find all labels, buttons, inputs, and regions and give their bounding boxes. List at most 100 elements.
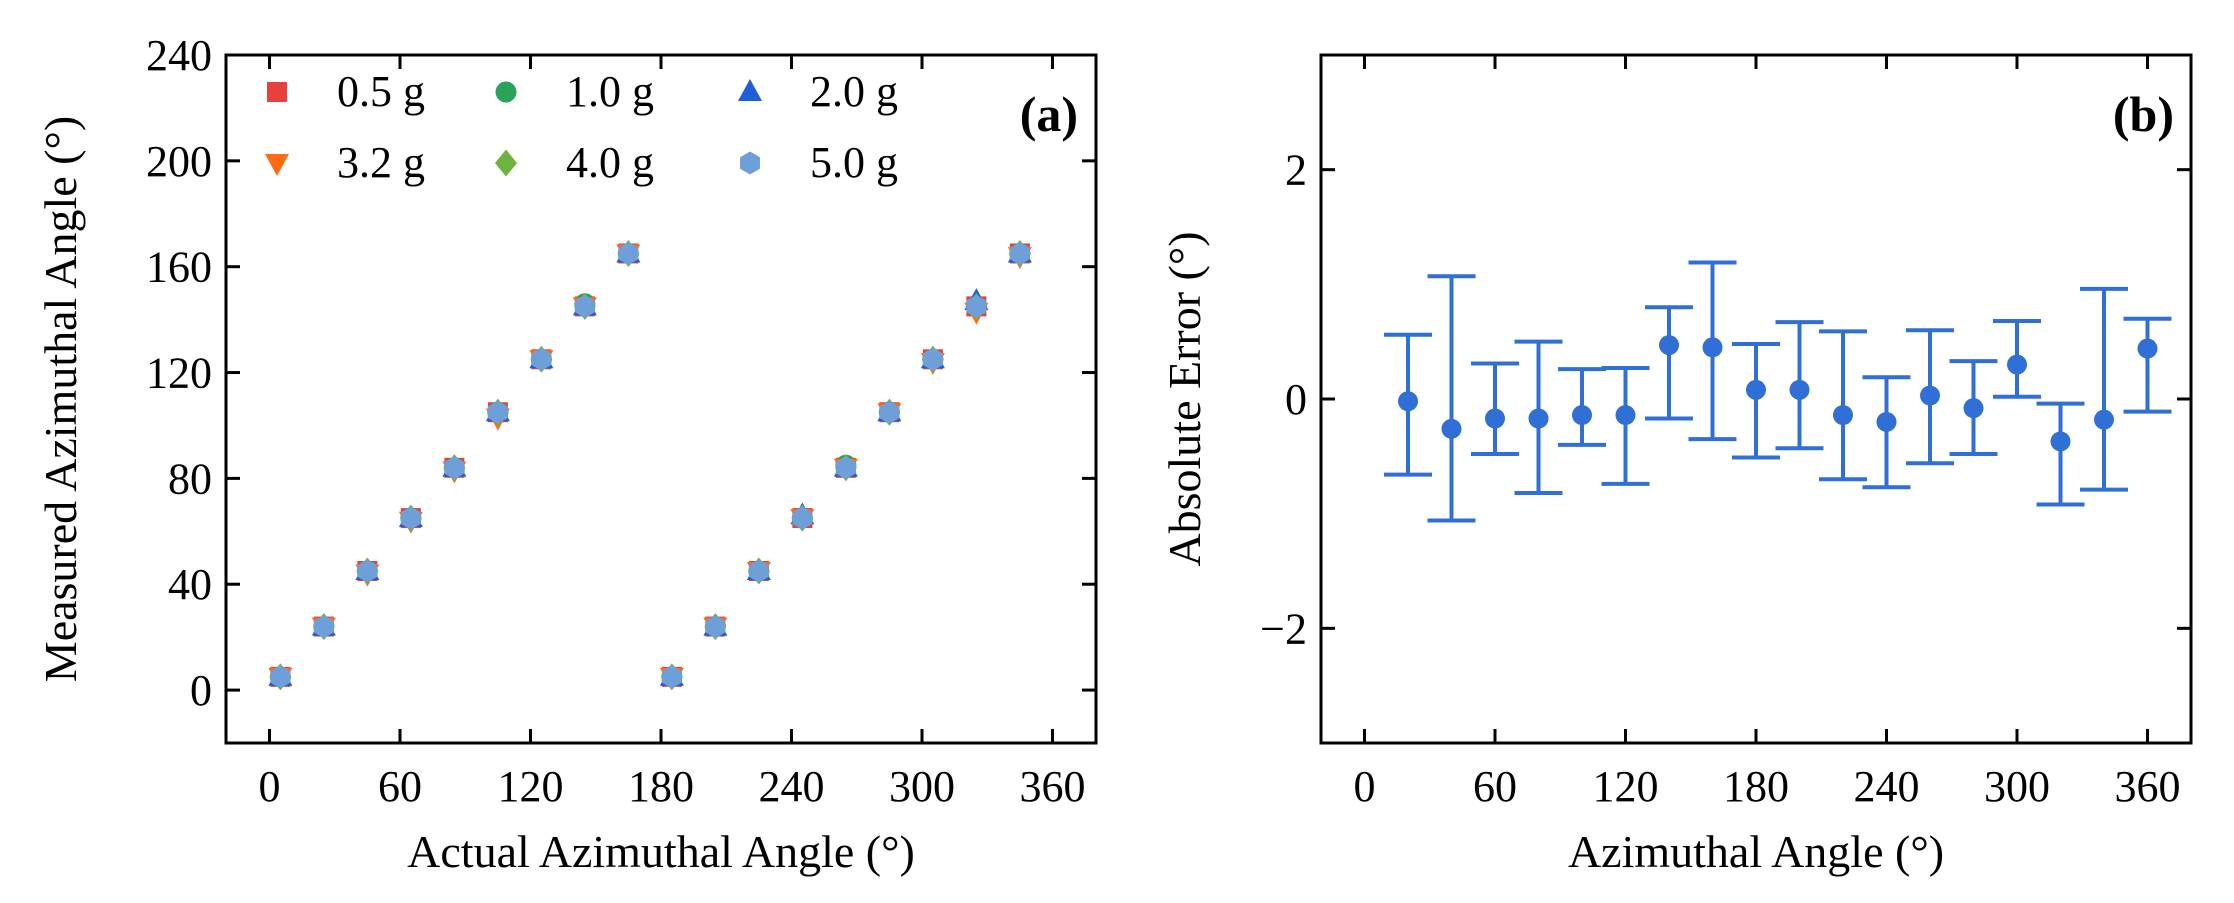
data-point [835,456,856,480]
data-point [1833,405,1853,426]
legend-label: 2.0 g [810,67,898,116]
data-point [1789,379,1810,400]
data-point [487,400,508,424]
data-point [1528,408,1549,429]
legend-item: 2.0 g [738,67,898,116]
panel-b-x-tick-label: 60 [1473,762,1517,811]
panel-b-x-tick-label: 0 [1354,762,1376,811]
data-point [574,294,595,318]
panel-a-y-tick-label: 160 [146,243,212,292]
panel-a-x-axis-title: Actual Azimuthal Angle (°) [407,826,915,877]
panel-b-x-tick-label: 360 [2115,762,2181,811]
data-point [2007,354,2027,375]
data-point [1572,405,1592,426]
panel-b-x-tick-label: 180 [1723,762,1789,811]
error-bar [1688,260,1737,442]
data-point [618,241,639,265]
error-bar [1949,359,1998,457]
data-point [922,347,943,371]
error-bar [2080,286,2128,492]
panel-a-y-tick-label: 0 [190,666,212,715]
error-bar [1601,366,1650,486]
panel-b-label: (b) [2113,86,2174,142]
legend-item: 0.5 g [267,67,425,116]
legend-marker [740,151,760,175]
legend-label: 0.5 g [337,67,425,116]
panel-b-x-tick-label: 240 [1854,762,1920,811]
panel-a-y-tick-label: 40 [168,560,212,609]
error-bar [1732,341,1780,460]
data-point [2094,409,2114,430]
error-bar [2123,316,2172,414]
data-point [1659,335,1679,356]
data-point [705,615,726,639]
panel-b-errorbar-chart: 0 60 120 180 240 300 360 −2 0 2 (b) Azimuthal An… [1159,53,2193,877]
data-point [879,400,900,424]
data-point [661,665,682,689]
panel-b-y-axis-title: Absolute Error (°) [1159,231,1210,566]
panel-a-x-tick-label: 180 [628,762,694,811]
data-point [400,506,421,530]
legend-marker [738,79,762,101]
data-point [1702,337,1723,358]
panel-a-label: (a) [1020,86,1078,142]
data-point [792,506,813,530]
error-bar [1993,319,2041,399]
data-point [444,456,465,480]
data-point [966,294,987,318]
panel-a-x-tick-label: 300 [889,762,955,811]
data-point [1746,379,1766,400]
data-point [2050,431,2071,452]
error-bar [1514,339,1563,496]
data-point [313,615,334,639]
panel-a-x-axis: 0 60 120 180 240 300 360 [259,55,1086,811]
panel-a-x-tick-label: 120 [498,762,564,811]
data-point [1441,418,1462,439]
data-point [1485,408,1505,429]
data-point [748,559,769,583]
legend-item: 1.0 g [495,67,654,116]
panel-b-y-tick-label: −2 [1260,604,1307,653]
error-bar [1558,367,1606,447]
panel-a-x-tick-label: 60 [378,762,422,811]
panel-b-y-tick-label: 2 [1285,146,1307,195]
legend-item: 4.0 g [495,138,654,187]
error-bar [2036,401,2085,507]
panel-b-data-points [1384,260,2172,523]
legend-label: 5.0 g [810,138,898,187]
panel-a-x-tick-label: 240 [759,762,825,811]
panel-b-y-tick-label: 0 [1285,375,1307,424]
panel-a-data-points [268,239,1032,691]
panel-b-x-tick-label: 120 [1593,762,1659,811]
data-point [2137,338,2158,359]
legend-marker [267,82,287,102]
panel-a-legend: 0.5 g 1.0 g 2.0 g 3.2 g 4.0 g 5.0 g [265,67,898,187]
legend-item: 5.0 g [740,138,898,187]
legend-marker [495,81,517,103]
error-bar [1819,329,1867,482]
error-bar [1645,305,1693,421]
error-bar [1471,361,1519,457]
data-point [1876,411,1897,432]
panel-a-y-axis: 0 40 80 120 160 200 240 [146,31,1096,715]
panel-a-x-tick-label: 360 [1020,762,1086,811]
data-point [531,347,552,371]
legend-marker [495,149,517,177]
panel-a-scatter-chart: 0 60 120 180 240 300 360 0 40 80 120 160 200 240 0.5… [35,31,1098,877]
data-point [357,559,378,583]
legend-label: 3.2 g [337,138,425,187]
error-bar [1384,332,1432,477]
panel-a-x-tick-label: 0 [259,762,281,811]
panel-b-x-axis: 0 60 120 180 240 300 360 [1354,55,2181,811]
error-bar [1427,274,1476,523]
panel-b-y-axis: −2 0 2 [1260,146,2191,653]
legend-label: 4.0 g [566,138,654,187]
data-point [1920,385,1940,406]
panel-a-y-tick-label: 80 [168,454,212,503]
data-point [270,665,291,689]
legend-label: 1.0 g [566,67,654,116]
panel-a-y-axis-title: Measured Azimuthal Angle (°) [35,116,86,682]
panel-a-y-tick-label: 240 [146,31,212,80]
panel-b-x-tick-label: 300 [1984,762,2050,811]
